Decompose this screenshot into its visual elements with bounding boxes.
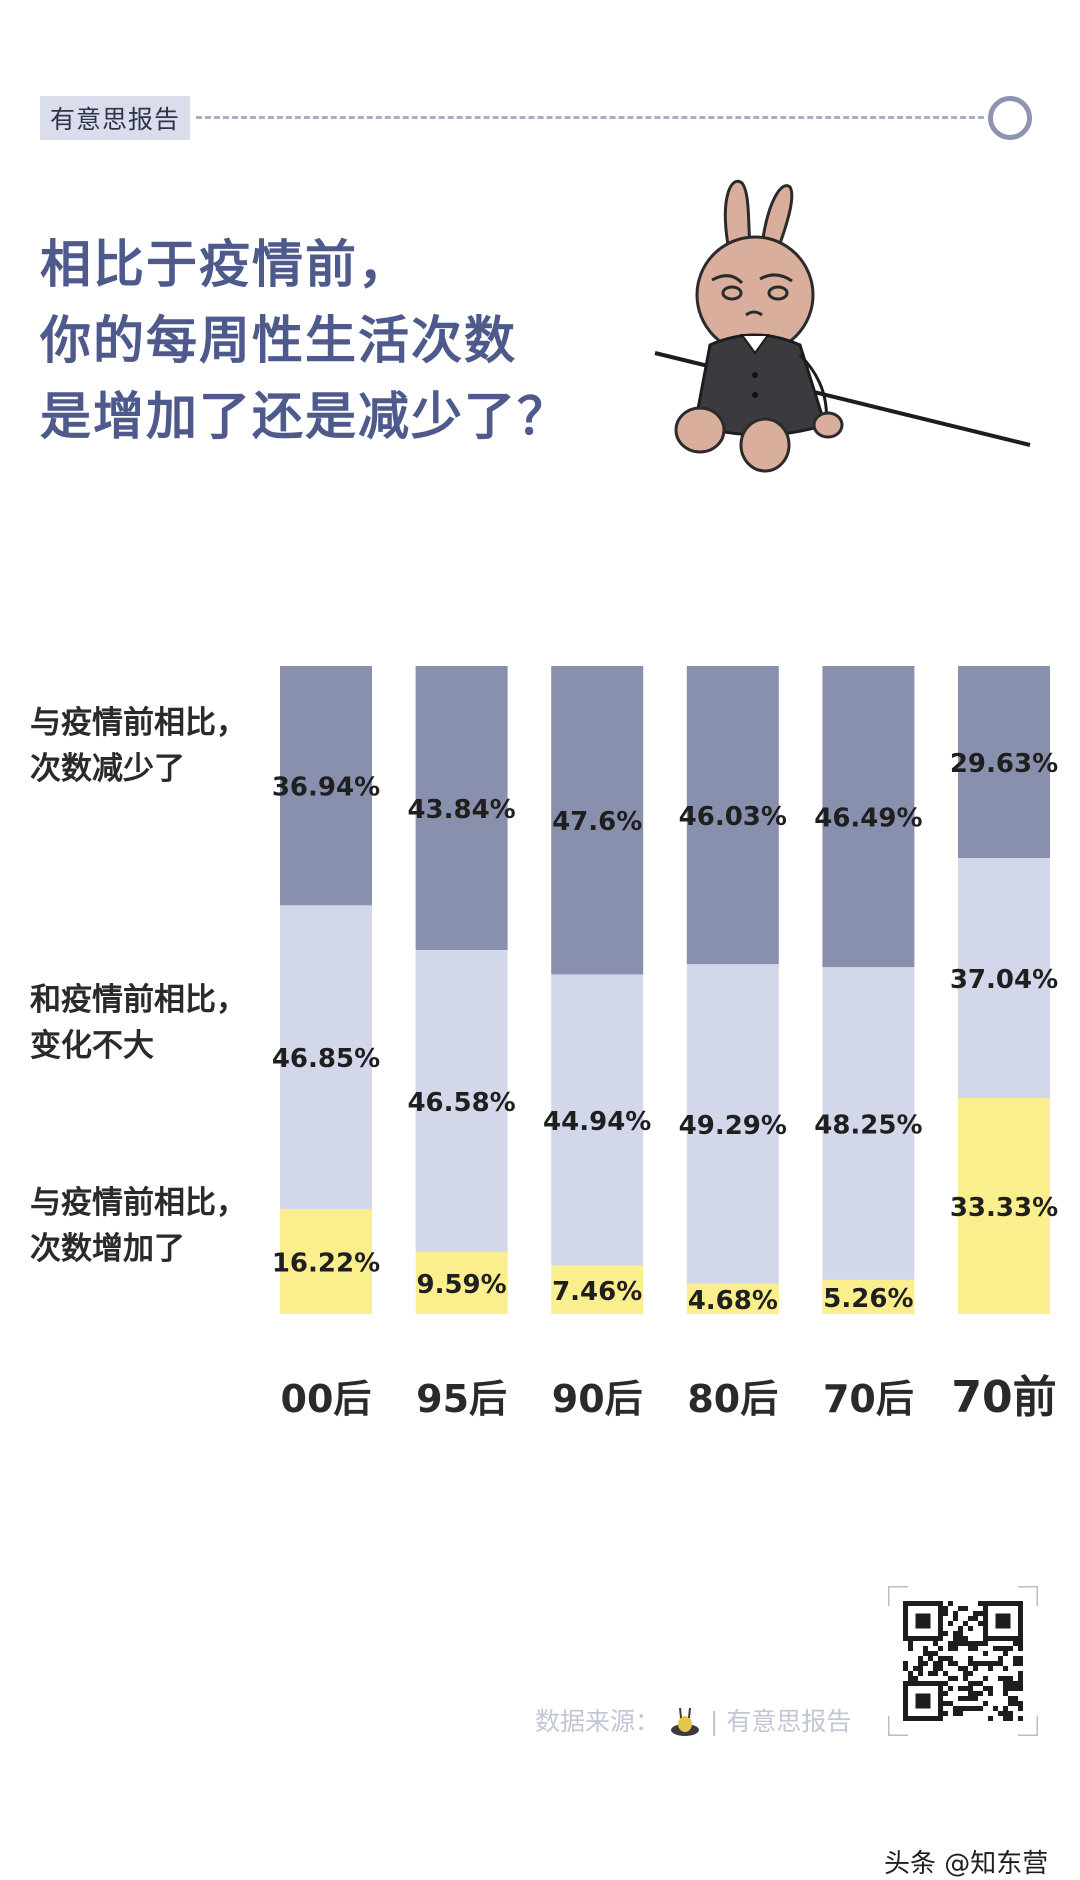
bar-segment-unchanged — [280, 905, 372, 1209]
stacked-bar-chart: 36.94% 46.85% 16.22% 00后 43.84% 46.58% 9.59% 95… — [272, 666, 1058, 1423]
rabbit-mascot-illustration — [654, 179, 1031, 473]
legend-label-increased: 与疫情前相比， 次数增加了 — [30, 1180, 247, 1272]
source-name: 有意思报告 — [726, 1707, 852, 1736]
rabbit-logo-icon — [670, 1707, 699, 1736]
bar-segment-unchanged — [822, 967, 915, 1280]
data-label-increased: 9.59% — [416, 1270, 506, 1300]
bar-segment-unchanged — [958, 858, 1050, 1099]
data-source-credit: 数据来源： | 有意思报告 — [535, 1702, 851, 1740]
bar-segment-increased — [822, 1279, 915, 1314]
header-dashed-divider — [196, 116, 984, 119]
bar-segment-decreased — [958, 666, 1050, 859]
data-label-decreased: 46.49% — [814, 804, 922, 834]
brand-tag: 有意思报告 — [40, 96, 191, 140]
legend-unchanged-line-2: 变化不大 — [30, 1028, 154, 1064]
category-label: 90后 — [552, 1377, 643, 1421]
data-label-increased: 16.22% — [272, 1248, 380, 1278]
legend-increased-line-1: 与疫情前相比， — [30, 1185, 247, 1221]
data-label-unchanged: 37.04% — [950, 965, 1058, 995]
data-label-decreased: 36.94% — [272, 773, 380, 803]
bar-segment-increased — [551, 1265, 644, 1314]
data-label-decreased: 43.84% — [407, 795, 515, 825]
bar-segment-decreased — [686, 666, 779, 965]
data-label-unchanged: 49.29% — [679, 1111, 787, 1141]
category-label: 00后 — [281, 1377, 372, 1421]
category-label: 70前 — [951, 1372, 1056, 1423]
data-label-unchanged: 46.58% — [407, 1088, 515, 1118]
legend-decreased-line-1: 与疫情前相比， — [30, 705, 247, 741]
headline-line-1: 相比于疫情前， — [40, 236, 412, 295]
source-separator: | — [709, 1707, 719, 1736]
data-label-unchanged: 46.85% — [272, 1044, 380, 1074]
category-label: 70后 — [823, 1377, 914, 1421]
category-label: 95后 — [416, 1377, 507, 1421]
data-label-increased: 5.26% — [823, 1284, 913, 1314]
bar-segment-decreased — [822, 666, 915, 968]
headline: 相比于疫情前， 你的每周性生活次数 是增加了还是减少了？ — [40, 228, 570, 456]
bar-segment-decreased — [415, 666, 508, 951]
data-label-decreased: 47.6% — [552, 807, 642, 837]
data-label-unchanged: 48.25% — [814, 1111, 922, 1141]
headline-line-3: 是增加了还是减少了？ — [40, 388, 571, 447]
data-label-increased: 4.68% — [688, 1286, 778, 1316]
bar-segment-increased — [958, 1098, 1050, 1314]
source-label: 数据来源： — [535, 1707, 661, 1736]
bar-segment-decreased — [551, 666, 644, 975]
watermark-text: 头条 @知东营 — [884, 1849, 1049, 1879]
header-ring-icon — [988, 96, 1032, 140]
qr-code — [886, 1584, 1040, 1738]
legend-increased-line-2: 次数增加了 — [30, 1231, 185, 1267]
bar-segment-increased — [415, 1251, 508, 1314]
data-label-unchanged: 44.94% — [543, 1107, 651, 1137]
data-label-decreased: 46.03% — [679, 802, 787, 832]
headline-line-2: 你的每周性生活次数 — [40, 312, 518, 371]
bar-segment-increased — [686, 1283, 779, 1314]
data-label-decreased: 29.63% — [950, 749, 1058, 779]
data-label-increased: 7.46% — [552, 1277, 642, 1307]
bar-segment-decreased — [280, 666, 372, 906]
bar-segment-unchanged — [551, 974, 644, 1266]
bar-segment-increased — [280, 1208, 372, 1314]
bar-segment-unchanged — [686, 964, 779, 1284]
legend-decreased-line-2: 次数减少了 — [30, 751, 185, 787]
qr-code-graphic — [886, 1584, 1040, 1738]
category-label: 80后 — [687, 1377, 778, 1421]
legend-unchanged-line-1: 和疫情前相比， — [30, 982, 247, 1018]
bar-segment-unchanged — [415, 950, 508, 1252]
legend-label-decreased: 与疫情前相比， 次数减少了 — [30, 700, 247, 792]
legend-label-unchanged: 和疫情前相比， 变化不大 — [30, 977, 247, 1069]
data-label-increased: 33.33% — [950, 1193, 1058, 1223]
